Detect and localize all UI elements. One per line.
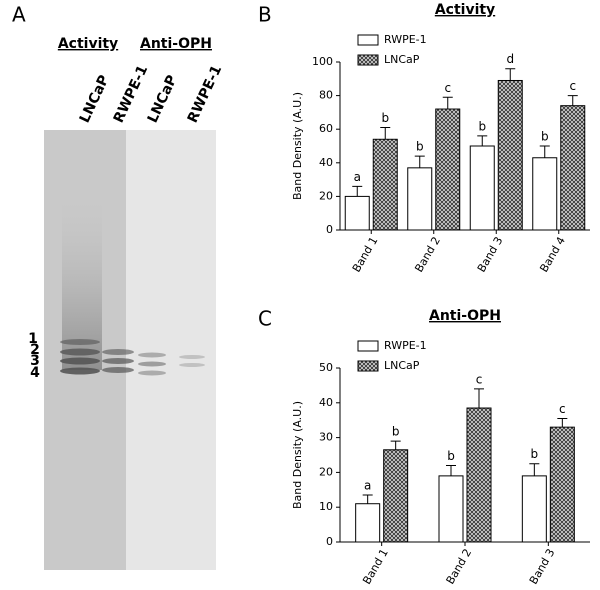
significance-letter: b (478, 119, 486, 133)
chart-title: Activity (435, 2, 495, 18)
chart-title: Anti-OPH (429, 308, 501, 324)
significance-letter: b (381, 111, 389, 125)
bar (438, 475, 464, 543)
error-bar (390, 440, 401, 450)
gel-bands (60, 339, 205, 376)
x-tick-label: Band 2 (412, 235, 443, 275)
y-tick-label: 20 (319, 465, 333, 478)
legend-swatch (357, 54, 379, 66)
lane-label: LNCaP (77, 73, 113, 126)
band-number: 2 (30, 342, 40, 358)
significance-letter: d (506, 52, 514, 66)
lane-label: LNCaP (145, 73, 181, 126)
significance-letter: c (476, 372, 483, 386)
bar (521, 475, 547, 543)
y-tick-label: 40 (319, 396, 333, 409)
significance-letter: c (559, 402, 566, 416)
significance-letter: b (541, 130, 549, 144)
significance-letter: b (392, 425, 400, 439)
x-tick-label: Band 1 (360, 547, 391, 587)
bar (383, 449, 409, 543)
error-bar (539, 145, 550, 158)
bar (344, 195, 370, 231)
error-bar (557, 417, 568, 428)
bar (466, 407, 492, 543)
bar (435, 108, 461, 231)
gel-header: Anti-OPH (140, 36, 212, 52)
y-tick-label: 20 (319, 189, 333, 202)
significance-letter: c (444, 81, 451, 95)
bar (355, 503, 381, 543)
y-tick-label: 100 (312, 55, 333, 68)
panel-label: C (258, 307, 272, 331)
significance-letter: b (416, 140, 424, 154)
bar (497, 79, 523, 231)
error-bar (414, 155, 425, 168)
x-tick-label: Band 1 (350, 235, 381, 275)
error-bar (505, 68, 516, 81)
x-tick-label: Band 4 (537, 235, 568, 275)
band-number: 1 (28, 331, 38, 347)
x-tick-label: Band 2 (444, 547, 475, 587)
panel-label: B (258, 3, 272, 27)
bar (407, 167, 433, 231)
bar (560, 105, 586, 231)
y-tick-label: 50 (319, 361, 333, 374)
significance-letter: b (447, 449, 455, 463)
legend-label: RWPE-1 (384, 33, 427, 46)
gel-header: Activity (58, 36, 118, 52)
error-bar (446, 464, 456, 476)
y-axis-label: Band Density (A.U.) (291, 401, 304, 509)
legend-swatch (357, 360, 379, 372)
bar (532, 157, 558, 231)
y-tick-label: 60 (319, 122, 333, 135)
legend-label: LNCaP (384, 359, 420, 372)
error-bar (474, 388, 484, 409)
significance-letter: b (531, 447, 539, 461)
legend-swatch (357, 340, 379, 352)
error-bar (567, 95, 578, 106)
error-bar (477, 135, 488, 146)
gel-antibody (126, 130, 216, 570)
error-bar (362, 494, 373, 504)
lane-label: RWPE-1 (185, 63, 226, 126)
y-tick-label: 0 (326, 223, 333, 236)
legend-swatch (357, 34, 379, 46)
y-tick-label: 40 (319, 156, 333, 169)
y-tick-label: 30 (319, 431, 333, 444)
bar (469, 145, 495, 231)
y-tick-label: 10 (319, 500, 333, 513)
error-bar (352, 185, 363, 197)
error-bar (380, 127, 391, 140)
legend-label: LNCaP (384, 53, 420, 66)
significance-letter: a (354, 170, 361, 184)
x-tick-label: Band 3 (527, 547, 558, 587)
error-bar (442, 96, 453, 110)
error-bar (529, 463, 540, 476)
significance-letter: c (569, 79, 576, 93)
bar (549, 426, 575, 543)
significance-letter: a (364, 479, 371, 493)
band-number: 3 (30, 353, 40, 369)
y-axis-label: Band Density (A.U.) (291, 92, 304, 200)
y-tick-label: 0 (326, 535, 333, 548)
panel-label: A (12, 3, 26, 27)
band-number: 4 (30, 365, 40, 381)
y-tick-label: 80 (319, 89, 333, 102)
legend-label: RWPE-1 (384, 339, 427, 352)
bar (372, 138, 398, 231)
x-tick-label: Band 3 (475, 235, 506, 275)
